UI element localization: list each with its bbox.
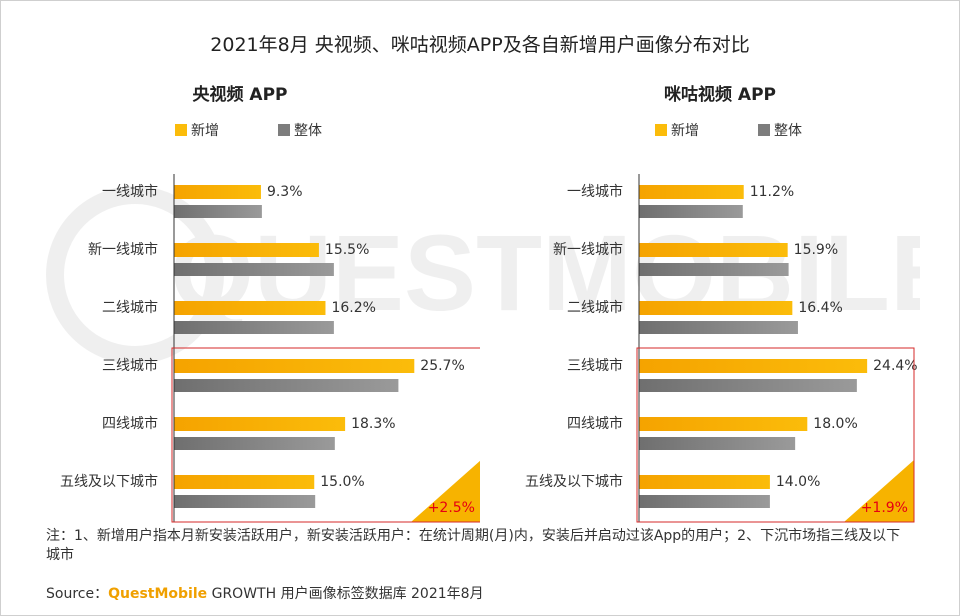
category-label: 新一线城市 (88, 241, 158, 258)
bar-overall (174, 437, 335, 450)
legend-label-new: 新增 (671, 123, 699, 139)
bar-new (639, 243, 788, 257)
bar-overall (639, 379, 857, 392)
legend-swatch-new (655, 124, 667, 136)
category-label: 一线城市 (567, 183, 623, 200)
legend-label-new: 新增 (191, 123, 219, 139)
category-label: 二线城市 (567, 299, 623, 316)
category-label: 二线城市 (102, 299, 158, 316)
bar-overall (639, 495, 770, 508)
bar-overall (639, 437, 796, 450)
legend-swatch-overall (278, 124, 290, 136)
page-title: 2021年8月 央视频、咪咕视频APP及各自新增用户画像分布对比 (210, 34, 750, 56)
highlight-box (636, 347, 915, 523)
category-label: 五线及以下城市 (60, 473, 158, 490)
bar-new (174, 243, 319, 257)
category-label: 新一线城市 (553, 241, 623, 258)
source-line: Source：QuestMobile GROWTH 用户画像标签数据库 2021… (46, 583, 484, 603)
bar-new (174, 475, 315, 489)
category-label: 一线城市 (102, 183, 158, 200)
category-label: 三线城市 (102, 357, 158, 374)
bar-new (174, 185, 261, 199)
bar-overall (174, 263, 334, 276)
highlight-corner (844, 460, 914, 522)
bar-new (639, 185, 744, 199)
bar-new (174, 359, 415, 373)
legend-label-overall: 整体 (294, 123, 322, 139)
legend-label-overall: 整体 (774, 123, 802, 139)
data-label-new: 9.3% (267, 184, 303, 200)
bar-overall (639, 205, 743, 218)
data-label-new: 25.7% (420, 358, 464, 374)
data-label-new: 18.3% (351, 416, 395, 432)
bar-overall (174, 205, 262, 218)
legend-swatch-new (175, 124, 187, 136)
highlight-label: +1.9% (861, 500, 908, 516)
data-label-new: 24.4% (873, 358, 917, 374)
data-label-new: 16.2% (331, 300, 375, 316)
data-label-new: 14.0% (776, 474, 820, 490)
bar-overall (174, 495, 316, 508)
chart-subtitle: 央视频 APP (193, 84, 288, 105)
source-prefix: Source： (46, 586, 109, 602)
source-text: GROWTH 用户画像标签数据库 2021年8月 (211, 586, 484, 602)
data-label-new: 15.5% (325, 242, 369, 258)
bar-overall (639, 263, 789, 276)
category-label: 五线及以下城市 (525, 473, 623, 490)
highlight-corner (411, 460, 480, 522)
bar-overall (174, 379, 399, 392)
data-label-new: 16.4% (798, 300, 842, 316)
bar-new (639, 417, 808, 431)
bar-new (174, 417, 346, 431)
bar-new (639, 475, 770, 489)
data-label-new: 18.0% (813, 416, 857, 432)
category-label: 三线城市 (567, 357, 623, 374)
highlight-label: +2.5% (428, 500, 475, 516)
bar-overall (639, 321, 798, 334)
category-label: 四线城市 (102, 415, 158, 432)
highlight-box (171, 347, 480, 523)
bar-new (639, 301, 793, 315)
legend-swatch-overall (758, 124, 770, 136)
category-label: 四线城市 (567, 415, 623, 432)
chart-subtitle: 咪咕视频 APP (664, 84, 776, 105)
source-brand: QuestMobile (108, 586, 208, 602)
bar-overall (174, 321, 334, 334)
data-label-new: 15.9% (794, 242, 838, 258)
footnote: 注：1、新增用户指本月新安装活跃用户，新安装活跃用户：在统计周期(月)内，安装后… (46, 528, 901, 563)
bar-new (639, 359, 868, 373)
data-label-new: 15.0% (320, 474, 364, 490)
data-label-new: 11.2% (750, 184, 794, 200)
bar-new (174, 301, 326, 315)
